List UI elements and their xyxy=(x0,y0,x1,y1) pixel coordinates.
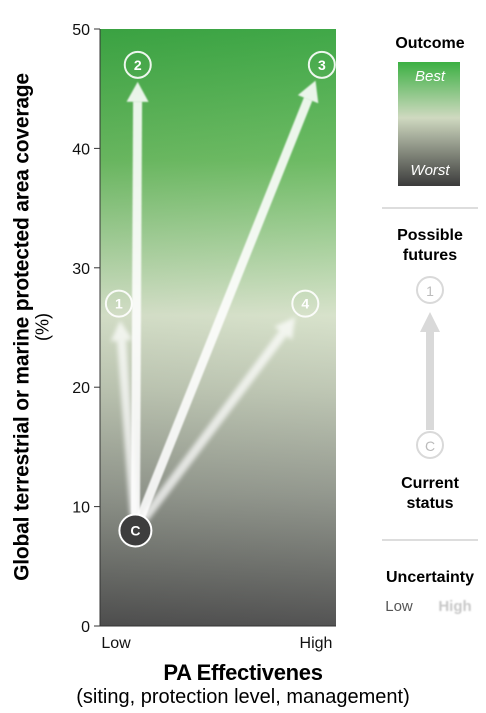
legend-future-circle xyxy=(416,276,444,304)
legend-current-circle xyxy=(416,431,444,459)
point-label: 2 xyxy=(134,57,142,73)
arrow-head xyxy=(274,317,296,340)
point-current-status: C xyxy=(118,513,153,548)
y-tick-label: 10 xyxy=(72,500,90,517)
y-axis-title: Global terrestrial or marine protected a… xyxy=(4,12,60,642)
point-future-3: 3 xyxy=(307,50,336,79)
arrow-shaft xyxy=(140,330,287,522)
y-axis-unit: (%) xyxy=(32,313,53,341)
legend-uncertainty-title: Uncertainty xyxy=(386,569,474,586)
legend-futures-title-line2: futures xyxy=(403,247,457,264)
x-axis-label: PA Effectivenes xyxy=(163,660,323,685)
point-future-2: 2 xyxy=(123,50,152,79)
legend-future-arrow-head xyxy=(420,312,440,332)
point-circle xyxy=(307,50,336,79)
point-label: C xyxy=(130,522,140,538)
point-circle xyxy=(118,513,153,548)
point-circle xyxy=(104,289,133,318)
legend-outcome-title: Outcome xyxy=(395,35,464,52)
y-axis-label: Global terrestrial or marine protected a… xyxy=(10,73,34,581)
arrow-C-to-2 xyxy=(126,81,149,516)
arrow-shaft xyxy=(136,97,313,519)
legend-futures-title-line1: Possible xyxy=(397,227,463,244)
legend-future-label: 1 xyxy=(426,283,434,299)
x-axis-sublabel: (siting, protection level, management) xyxy=(76,686,410,708)
arrow-head xyxy=(297,80,319,104)
y-tick-label: 0 xyxy=(81,619,90,636)
legend-outcome-gradient xyxy=(398,62,460,186)
x-tick-label: High xyxy=(300,635,333,652)
y-tick-label: 40 xyxy=(72,141,90,158)
point-label: 1 xyxy=(115,296,123,312)
point-future-4: 4 xyxy=(291,289,320,318)
point-label: 4 xyxy=(301,296,309,312)
legend-outcome-best: Best xyxy=(415,68,446,85)
x-tick-label: Low xyxy=(101,635,131,652)
point-label: 3 xyxy=(318,57,326,73)
y-tick-label: 30 xyxy=(72,261,90,278)
legend-uncertainty-low: Low xyxy=(385,598,413,615)
arrow-shaft xyxy=(130,101,143,516)
arrow-head xyxy=(126,81,149,102)
legend-uncertainty-high: High xyxy=(438,598,471,615)
point-circle xyxy=(291,289,320,318)
arrow-C-to-3 xyxy=(136,80,319,519)
y-tick-label: 20 xyxy=(72,380,90,397)
point-future-1: 1 xyxy=(104,289,133,318)
arrow-C-to-4 xyxy=(140,317,296,522)
legend-current-line2: status xyxy=(406,495,453,512)
legend-current-label: C xyxy=(425,438,435,454)
y-tick-label: 50 xyxy=(72,22,90,39)
arrow-head xyxy=(110,320,133,342)
legend-outcome-worst: Worst xyxy=(410,162,450,179)
legend-current-line1: Current xyxy=(401,475,459,492)
point-circle xyxy=(123,50,152,79)
